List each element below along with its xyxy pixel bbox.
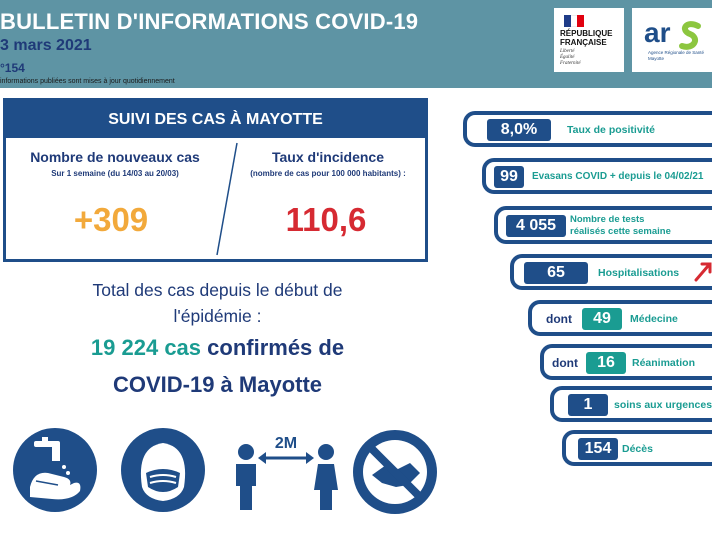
stat-tests: 4 055 Nombre de tests réalisés cette sem…: [494, 206, 712, 244]
hand-washing-icon: [13, 428, 97, 512]
ars-logo-mark-icon: ar: [644, 17, 701, 50]
evasans-value: 99: [494, 166, 524, 188]
svg-text:2M: 2M: [275, 435, 297, 452]
positivite-label: Taux de positivité: [567, 124, 655, 136]
french-flag-icon: [564, 15, 585, 27]
ars-logo: ar Agence Régionale de Santé Mayotte: [632, 8, 712, 72]
stat-urgences: 1 soins aux urgences: [550, 386, 712, 422]
suivi-cas-panel: SUIVI DES CAS À MAYOTTE Nombre de nouvea…: [3, 98, 428, 262]
incidence-subtitle: (nombre de cas pour 100 000 habitants) :: [250, 169, 406, 178]
total-count: 19 224 cas: [90, 335, 202, 360]
new-cases-subtitle: Sur 1 semaine (du 14/03 au 20/03): [51, 169, 179, 178]
stat-reanimation: dont 16 Réanimation: [540, 344, 712, 380]
header-banner: BULLETIN D'INFORMATIONS COVID-19 3 mars …: [0, 0, 712, 88]
no-handshake-icon: [353, 430, 437, 514]
bulletin-note: informations publiées sont mises à jour …: [0, 78, 175, 85]
new-cases-value: +309: [73, 201, 149, 238]
social-distance-icon: 2M: [236, 435, 338, 510]
bulletin-number: °154: [0, 61, 25, 75]
deces-label: Décès: [622, 443, 653, 455]
total-line-4: COVID-19 à Mayotte: [112, 372, 323, 397]
incidence-title: Taux d'incidence: [272, 149, 384, 165]
reanimation-value: 16: [586, 352, 626, 374]
evasans-label: Evasans COVID + depuis le 04/02/21: [532, 171, 704, 182]
total-confirmed-text: confirmés de: [201, 335, 345, 360]
svg-text:ar: ar: [644, 17, 671, 48]
stat-deces: 154 Décès: [562, 430, 712, 466]
total-line-2: l'épidémie :: [173, 306, 262, 326]
stat-positivite: 8,0% Taux de positivité: [463, 111, 712, 147]
rf-name: RÉPUBLIQUE FRANÇAISE: [560, 29, 613, 47]
tests-label: Nombre de tests réalisés cette semaine: [570, 214, 671, 237]
republique-francaise-logo: RÉPUBLIQUE FRANÇAISE Liberté Égalité Fra…: [554, 8, 624, 72]
face-mask-icon: [121, 428, 205, 512]
medecine-dont: dont: [546, 312, 572, 326]
trend-up-arrow-icon: [694, 262, 712, 282]
incidence-value: 110,6: [285, 201, 367, 238]
new-cases-title: Nombre de nouveaux cas: [30, 149, 200, 165]
bulletin-date: 3 mars 2021: [0, 37, 92, 54]
deces-value: 154: [578, 438, 618, 460]
ars-subtitle: Agence Régionale de Santé Mayotte: [648, 50, 705, 61]
total-confirmed: 19 224 cas confirmés de: [0, 335, 435, 361]
medecine-value: 49: [582, 308, 622, 330]
stat-hospitalisations: 65 Hospitalisations: [510, 254, 712, 290]
reanimation-dont: dont: [552, 356, 578, 370]
panel-divider: [216, 142, 238, 256]
reanimation-label: Réanimation: [632, 357, 696, 369]
bulletin-title: BULLETIN D'INFORMATIONS COVID-19: [0, 9, 419, 34]
urgences-value: 1: [568, 394, 608, 416]
stat-evasans: 99 Evasans COVID + depuis le 04/02/21: [482, 158, 712, 194]
tests-value: 4 055: [506, 215, 566, 237]
positivite-value: 8,0%: [487, 119, 551, 141]
stat-medecine: dont 49 Médecine: [528, 300, 712, 336]
medecine-label: Médecine: [630, 313, 678, 325]
suivi-cas-title: SUIVI DES CAS À MAYOTTE: [6, 101, 425, 138]
rf-motto: Liberté Égalité Fraternité: [560, 49, 581, 66]
hospitalisations-label: Hospitalisations: [598, 267, 680, 279]
hospitalisations-value: 65: [524, 262, 588, 284]
urgences-label: soins aux urgences: [614, 399, 712, 411]
total-line-1: Total des cas depuis le début de: [92, 280, 343, 300]
